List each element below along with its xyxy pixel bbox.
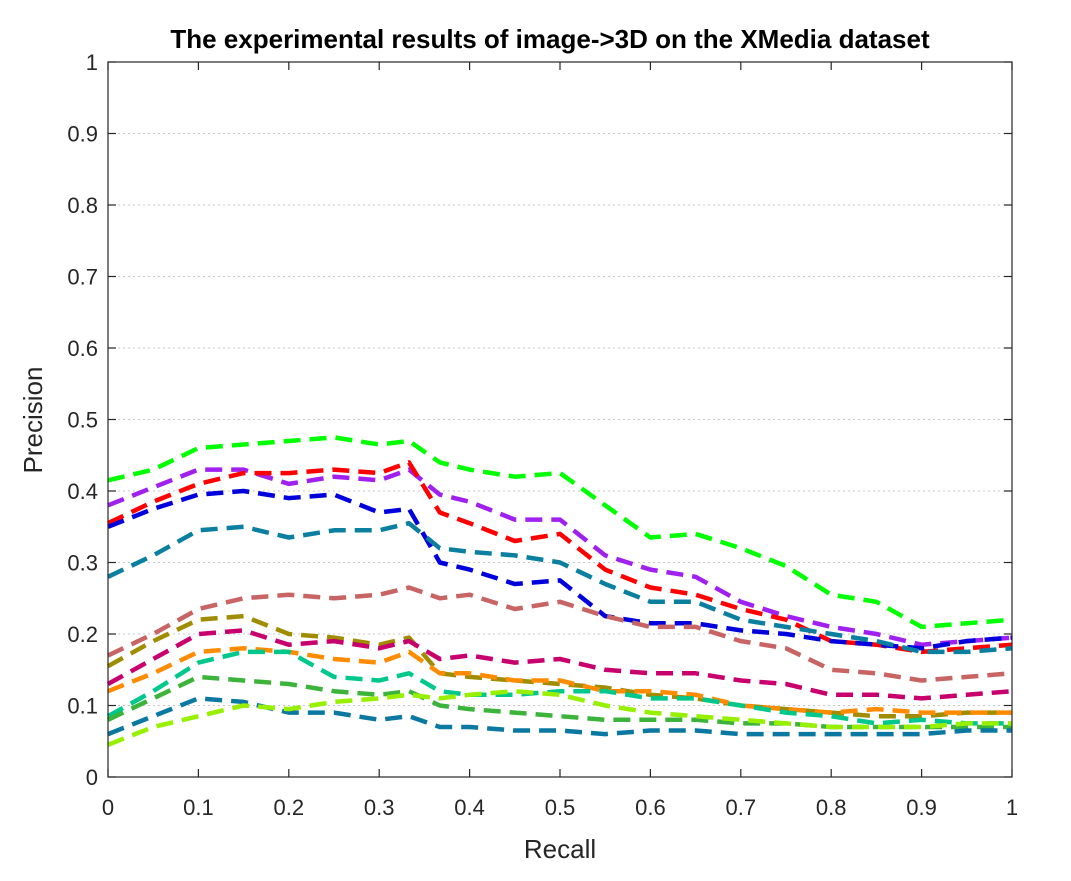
x-tick-label: 0.9: [906, 795, 937, 820]
x-tick-label: 0.8: [816, 795, 847, 820]
x-axis-label: Recall: [524, 834, 596, 864]
series-line-8: [106, 628, 1013, 701]
y-tick-label: 0: [86, 765, 98, 790]
series-line-2: [107, 467, 1013, 647]
x-tick-label: 0: [102, 795, 114, 820]
series-line-6: [107, 585, 1013, 683]
series-line-7: [106, 613, 1012, 719]
series-line-9: [107, 646, 1012, 715]
y-tick-label: 0.1: [67, 694, 98, 719]
y-tick-label: 0.2: [67, 622, 98, 647]
y-tick-label: 0.4: [67, 479, 98, 504]
y-tick-label: 0.5: [67, 408, 98, 433]
series-line-3: [107, 460, 1013, 655]
x-tick-label: 0.7: [726, 795, 757, 820]
series-lines: [106, 435, 1013, 747]
series-line-5: [107, 520, 1013, 655]
x-axis-ticks: 0 0.1 0.2 0.3 0.4 0.5 0.6 0.7 0.8 0.9 1: [102, 62, 1018, 820]
x-tick-label: 0.1: [183, 795, 214, 820]
x-tick-label: 0.4: [454, 795, 485, 820]
x-tick-label: 0.5: [545, 795, 576, 820]
chart-title: The experimental results of image->3D on…: [170, 24, 930, 54]
series-line-1: [107, 435, 1013, 630]
y-tick-label: 0.7: [67, 265, 98, 290]
series-line-10: [106, 649, 1012, 726]
y-axis-label: Precision: [18, 367, 48, 474]
y-tick-label: 0.3: [67, 551, 98, 576]
y-tick-label: 0.6: [67, 336, 98, 361]
x-tick-label: 0.6: [635, 795, 666, 820]
x-tick-label: 1: [1006, 795, 1018, 820]
y-tick-label: 1: [86, 50, 98, 75]
y-axis-ticks: 0 0.1 0.2 0.3 0.4 0.5 0.6 0.7 0.8 0.9 1: [67, 50, 1012, 790]
x-tick-label: 0.2: [274, 795, 305, 820]
x-tick-label: 0.3: [364, 795, 395, 820]
y-tick-label: 0.9: [67, 122, 98, 147]
series-line-13: [107, 688, 1012, 747]
y-tick-label: 0.8: [67, 193, 98, 218]
series-line-4: [107, 488, 1013, 651]
